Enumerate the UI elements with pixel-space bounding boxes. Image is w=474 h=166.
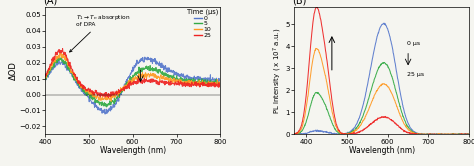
Y-axis label: ΔOD: ΔOD (9, 61, 18, 80)
Y-axis label: PL Intensity ( x 10$^7$ a.u.): PL Intensity ( x 10$^7$ a.u.) (272, 27, 284, 114)
Text: 0 μs: 0 μs (407, 41, 420, 46)
Text: (A): (A) (43, 0, 57, 5)
X-axis label: Wavelength (nm): Wavelength (nm) (100, 146, 166, 155)
Text: $T_1 \rightarrow T_n$ absorption
of DPA: $T_1 \rightarrow T_n$ absorption of DPA (70, 13, 130, 52)
Text: (B): (B) (292, 0, 307, 5)
Legend: 0, 5, 10, 25: 0, 5, 10, 25 (186, 8, 219, 38)
X-axis label: Wavelength (nm): Wavelength (nm) (348, 146, 415, 155)
Text: 25 μs: 25 μs (407, 72, 424, 77)
